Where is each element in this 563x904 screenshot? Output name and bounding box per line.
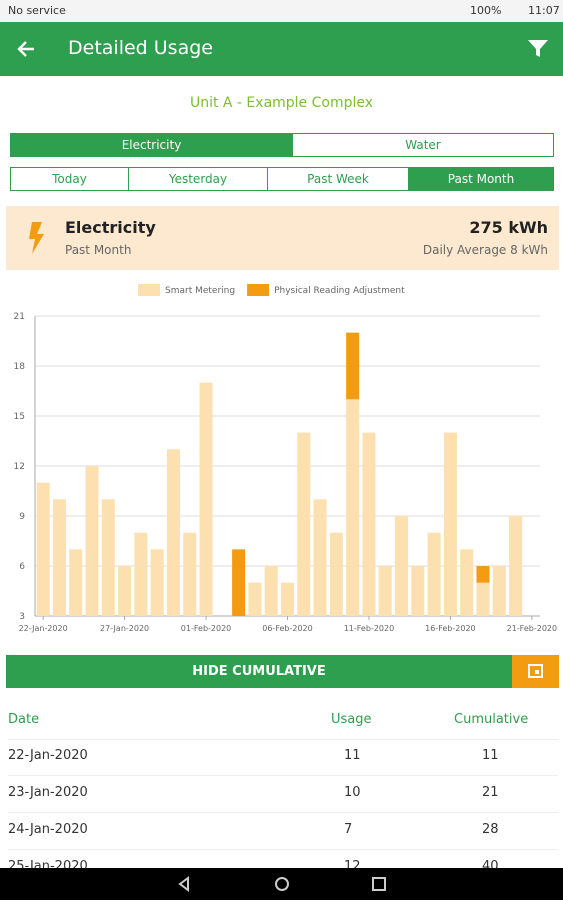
bar bbox=[346, 399, 360, 616]
back-button[interactable] bbox=[16, 39, 36, 59]
tab-today[interactable]: Today bbox=[10, 167, 129, 191]
tab-yesterday[interactable]: Yesterday bbox=[128, 167, 268, 191]
bar bbox=[85, 466, 99, 616]
unit-name: Unit A - Example Complex bbox=[189, 95, 374, 111]
bar bbox=[378, 566, 392, 616]
table-row: 22-Jan-2020 11 11 bbox=[8, 738, 558, 776]
table-cell: 28 bbox=[482, 822, 499, 837]
bar bbox=[346, 332, 360, 400]
legend-label: Physical Reading Adjustment bbox=[274, 286, 405, 296]
x-tick-label: 01-Feb-2020 bbox=[181, 624, 231, 633]
bolt-icon bbox=[29, 222, 44, 254]
y-tick-label: 21 bbox=[14, 312, 25, 322]
x-tick-label: 06-Feb-2020 bbox=[262, 624, 312, 633]
bar bbox=[362, 432, 376, 616]
y-tick-label: 3 bbox=[19, 612, 25, 622]
summary-period: Past Month bbox=[65, 243, 132, 257]
status-bar: No service 100% 11:07 bbox=[0, 0, 563, 22]
bar bbox=[427, 532, 441, 616]
table-cell: 7 bbox=[344, 822, 353, 837]
app-bar: Detailed Usage bbox=[0, 22, 563, 76]
table-cell: 11 bbox=[482, 748, 499, 763]
y-tick-label: 6 bbox=[19, 562, 25, 572]
tab-water[interactable]: Water bbox=[292, 133, 554, 157]
bar bbox=[411, 566, 425, 616]
bar bbox=[248, 582, 262, 616]
table-cell: 11 bbox=[344, 748, 361, 763]
bar bbox=[69, 549, 83, 616]
summary-utility: Electricity bbox=[65, 218, 156, 237]
calendar-button[interactable] bbox=[512, 655, 559, 688]
table-cell: 22-Jan-2020 bbox=[8, 748, 88, 763]
x-tick-label: 22-Jan-2020 bbox=[19, 624, 68, 633]
column-header: Cumulative bbox=[454, 712, 529, 727]
table-cell: 10 bbox=[344, 785, 361, 800]
bar bbox=[492, 566, 506, 616]
bar bbox=[118, 566, 132, 616]
bar bbox=[297, 432, 311, 616]
legend-swatch bbox=[138, 284, 160, 296]
y-tick-label: 15 bbox=[14, 412, 25, 422]
bar bbox=[509, 516, 523, 616]
bar bbox=[476, 566, 490, 583]
bar bbox=[150, 549, 164, 616]
column-header: Usage bbox=[331, 712, 372, 727]
battery: 100% bbox=[470, 4, 502, 17]
bar bbox=[329, 532, 343, 616]
summary-total: 275 kWh bbox=[469, 218, 548, 237]
legend-label: Smart Metering bbox=[165, 286, 235, 296]
clock: 11:07 bbox=[528, 4, 560, 17]
carrier: No service bbox=[8, 4, 66, 17]
x-tick-label: 16-Feb-2020 bbox=[425, 624, 475, 633]
bar bbox=[232, 549, 246, 616]
bar bbox=[476, 582, 490, 616]
y-tick-label: 9 bbox=[19, 512, 25, 522]
bar bbox=[101, 499, 115, 616]
x-tick-label: 11-Feb-2020 bbox=[344, 624, 394, 633]
bar bbox=[166, 449, 180, 616]
bar bbox=[199, 382, 213, 616]
bar bbox=[264, 566, 278, 616]
table-row: 24-Jan-2020 7 28 bbox=[8, 812, 558, 850]
tab-electricity[interactable]: Electricity bbox=[10, 133, 293, 157]
bar bbox=[134, 532, 148, 616]
bar bbox=[460, 549, 474, 616]
tab-past-week[interactable]: Past Week bbox=[267, 167, 409, 191]
hide-cumulative-button[interactable]: HIDE CUMULATIVE bbox=[6, 655, 512, 688]
filter-button[interactable] bbox=[527, 39, 549, 59]
x-tick-label: 27-Jan-2020 bbox=[100, 624, 149, 633]
table-row: 23-Jan-2020 10 21 bbox=[8, 775, 558, 813]
tab-past-month[interactable]: Past Month bbox=[408, 167, 554, 191]
nav-bar bbox=[0, 868, 563, 900]
column-header: Date bbox=[8, 712, 40, 727]
table-cell: 24-Jan-2020 bbox=[8, 822, 88, 837]
table-cell: 21 bbox=[482, 785, 499, 800]
legend-swatch bbox=[247, 284, 270, 296]
bar bbox=[313, 499, 327, 616]
summary-average: Daily Average 8 kWh bbox=[422, 243, 548, 257]
table-cell: 23-Jan-2020 bbox=[8, 785, 88, 800]
bar bbox=[183, 532, 197, 616]
table-header: Date Usage Cumulative bbox=[8, 702, 558, 740]
chart: 3 6 9 12 15 18 21 Smart Metering Physical Readin… bbox=[14, 284, 557, 633]
bar bbox=[36, 482, 50, 616]
summary-panel: Electricity Past Month 275 kWh Daily Ave… bbox=[6, 206, 559, 270]
screen-title: Detailed Usage bbox=[68, 37, 213, 59]
bar bbox=[280, 582, 295, 616]
bar bbox=[443, 432, 457, 616]
y-tick-label: 12 bbox=[14, 462, 25, 472]
x-tick-label: 21-Feb-2020 bbox=[507, 624, 557, 633]
bar bbox=[52, 499, 66, 616]
bar bbox=[395, 516, 409, 616]
y-tick-label: 18 bbox=[14, 362, 26, 372]
